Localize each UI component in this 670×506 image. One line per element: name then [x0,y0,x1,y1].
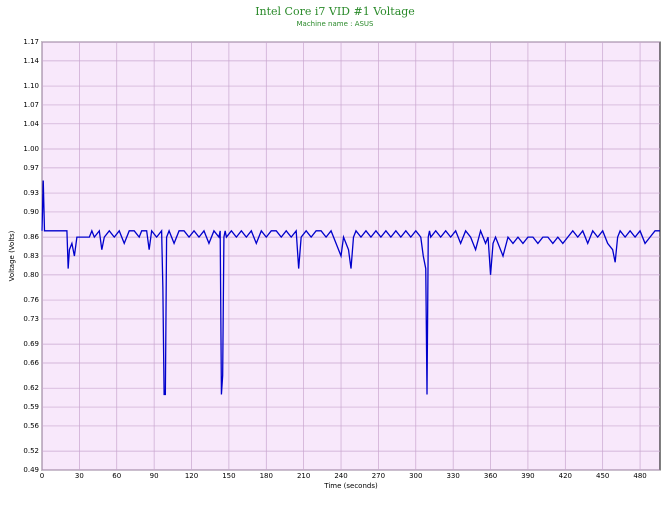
chart-subtitle: Machine name : ASUS [297,20,375,28]
y-tick-label: 1.00 [23,145,39,153]
y-tick-label: 0.52 [23,447,39,455]
x-tick-label: 240 [334,472,347,480]
x-tick-label: 60 [112,472,121,480]
x-tick-label: 90 [150,472,159,480]
x-tick-label: 480 [633,472,646,480]
y-tick-label: 0.90 [23,208,39,216]
x-tick-label: 210 [297,472,310,480]
y-tick-label: 0.76 [23,296,39,304]
data-line [41,180,660,396]
y-tick-label: 0.86 [23,233,39,241]
y-tick-label: 0.69 [23,340,39,348]
y-tick-label: 0.56 [23,422,39,430]
y-tick-label: 1.10 [23,82,39,90]
y-tick-label: 0.66 [23,359,39,367]
y-tick-label: 0.62 [23,384,39,392]
x-tick-label: 180 [260,472,273,480]
x-tick-label: 120 [185,472,198,480]
x-tick-label: 300 [409,472,422,480]
y-tick-label: 1.07 [23,101,39,109]
x-tick-label: 360 [484,472,497,480]
y-tick-label: 0.73 [23,315,39,323]
y-tick-label: 0.93 [23,189,39,197]
y-axis-label: Voltage (Volts) [8,230,16,281]
y-tick-label: 0.59 [23,403,39,411]
x-tick-label: 270 [372,472,385,480]
x-tick-label: 30 [75,472,84,480]
x-tick-label: 0 [40,472,44,480]
y-tick-label: 0.80 [23,271,39,279]
x-tick-label: 390 [521,472,534,480]
x-axis-label: Time (seconds) [323,482,378,490]
y-tick-label: 0.49 [23,466,39,474]
x-tick-label: 150 [222,472,235,480]
chart-title: Intel Core i7 VID #1 Voltage [255,5,415,18]
x-tick-label: 330 [446,472,459,480]
y-tick-label: 0.83 [23,252,39,260]
y-tick-label: 1.04 [23,120,39,128]
y-tick-label: 1.17 [23,38,39,46]
x-tick-label: 450 [596,472,609,480]
y-tick-label: 1.14 [23,57,39,65]
x-tick-label: 420 [559,472,572,480]
y-tick-label: 0.97 [23,164,39,172]
